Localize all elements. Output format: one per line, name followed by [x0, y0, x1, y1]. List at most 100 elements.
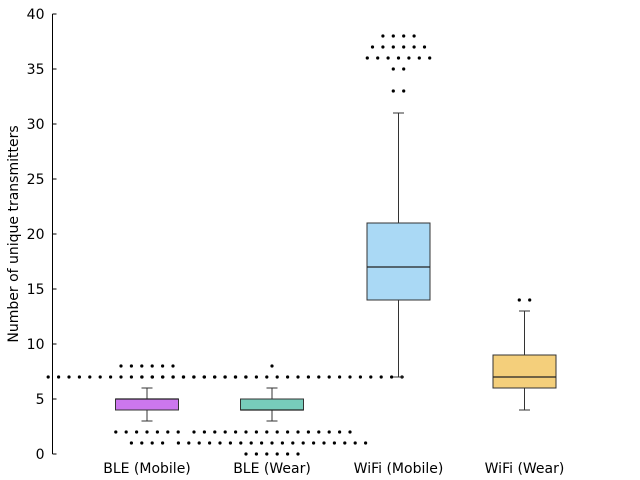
outlier-point [239, 441, 243, 445]
outlier-point [98, 375, 102, 379]
outlier-point [161, 441, 165, 445]
outlier-point [77, 375, 81, 379]
outlier-point [312, 441, 316, 445]
y-axis-title: Number of unique transmitters [6, 125, 22, 342]
x-tick-label: WiFi (Mobile) [354, 461, 444, 477]
outlier-point [348, 375, 352, 379]
outlier-point [301, 441, 305, 445]
outlier-point [254, 375, 258, 379]
outlier-point [161, 375, 165, 379]
outlier-point [202, 430, 206, 434]
y-tick-label: 10 [27, 337, 45, 353]
outlier-point [244, 430, 248, 434]
box-group [115, 387, 179, 422]
outlier-point [353, 441, 357, 445]
outlier-point [391, 89, 395, 93]
outlier-point [223, 375, 227, 379]
outlier-point [286, 375, 290, 379]
outlier-point [171, 375, 175, 379]
outlier-point [109, 375, 113, 379]
outlier-point [391, 67, 395, 71]
outlier-point [306, 430, 310, 434]
outlier-point [296, 452, 300, 456]
outlier-point [218, 441, 222, 445]
y-tick-label: 35 [27, 62, 45, 78]
outlier-point [129, 364, 133, 368]
outlier-point [402, 67, 406, 71]
outlier-point [381, 45, 385, 49]
outlier-point [391, 45, 395, 49]
outlier-point [428, 56, 432, 60]
outlier-point [197, 441, 201, 445]
box-group [366, 112, 431, 378]
outlier-point [254, 430, 258, 434]
outlier-point [280, 441, 284, 445]
outlier-point [171, 364, 175, 368]
box-group [492, 310, 557, 411]
outlier-point [317, 430, 321, 434]
outlier-point [140, 364, 144, 368]
box-iqr [366, 222, 431, 301]
outlier-point [265, 375, 269, 379]
outlier-point [317, 375, 321, 379]
y-tick-label: 0 [36, 447, 45, 463]
y-tick-label: 15 [27, 282, 45, 298]
outlier-point [67, 375, 71, 379]
outlier-point [192, 430, 196, 434]
outlier-point [412, 45, 416, 49]
outlier-point [338, 375, 342, 379]
outlier-point [254, 452, 258, 456]
outlier-point [327, 375, 331, 379]
outlier-point [150, 364, 154, 368]
outlier-point [396, 56, 401, 60]
y-tick-label: 5 [36, 392, 45, 408]
outlier-point [270, 364, 274, 368]
outlier-point [402, 45, 406, 49]
outlier-point [244, 452, 248, 456]
outlier-point [129, 375, 133, 379]
box-group [240, 387, 304, 422]
outlier-point [129, 441, 133, 445]
outlier-point [270, 441, 274, 445]
outlier-point [192, 375, 196, 379]
outlier-point [265, 452, 269, 456]
outlier-layer [46, 34, 532, 456]
outlier-point [365, 56, 369, 60]
x-tick-label: BLE (Wear) [233, 461, 311, 477]
outlier-point [88, 375, 92, 379]
outlier-point [306, 375, 310, 379]
outlier-point [140, 375, 144, 379]
outlier-point [135, 430, 139, 434]
outlier-point [140, 441, 144, 445]
outlier-point [528, 298, 532, 302]
outlier-point [370, 45, 375, 49]
outlier-point [407, 56, 411, 60]
outlier-point [386, 56, 390, 60]
outlier-point [150, 375, 154, 379]
outlier-point [422, 45, 427, 49]
outlier-point [234, 375, 238, 379]
outlier-point [517, 298, 521, 302]
y-tick-label: 40 [27, 7, 45, 23]
outlier-point [343, 441, 347, 445]
box-iqr [240, 398, 304, 411]
outlier-point [348, 430, 352, 434]
outlier-point [275, 452, 279, 456]
outlier-point [376, 56, 380, 60]
outlier-point [390, 375, 394, 379]
outlier-point [358, 375, 362, 379]
outlier-point [322, 441, 326, 445]
outlier-point [161, 364, 165, 368]
outlier-point [260, 441, 264, 445]
outlier-point [145, 430, 149, 434]
outlier-point [114, 430, 118, 434]
outlier-point [391, 34, 395, 38]
outlier-point [327, 430, 331, 434]
outlier-point [296, 430, 300, 434]
outlier-point [234, 430, 238, 434]
outlier-point [223, 430, 227, 434]
outlier-point [291, 441, 295, 445]
outlier-point [208, 441, 212, 445]
x-tick-label: BLE (Mobile) [103, 461, 191, 477]
